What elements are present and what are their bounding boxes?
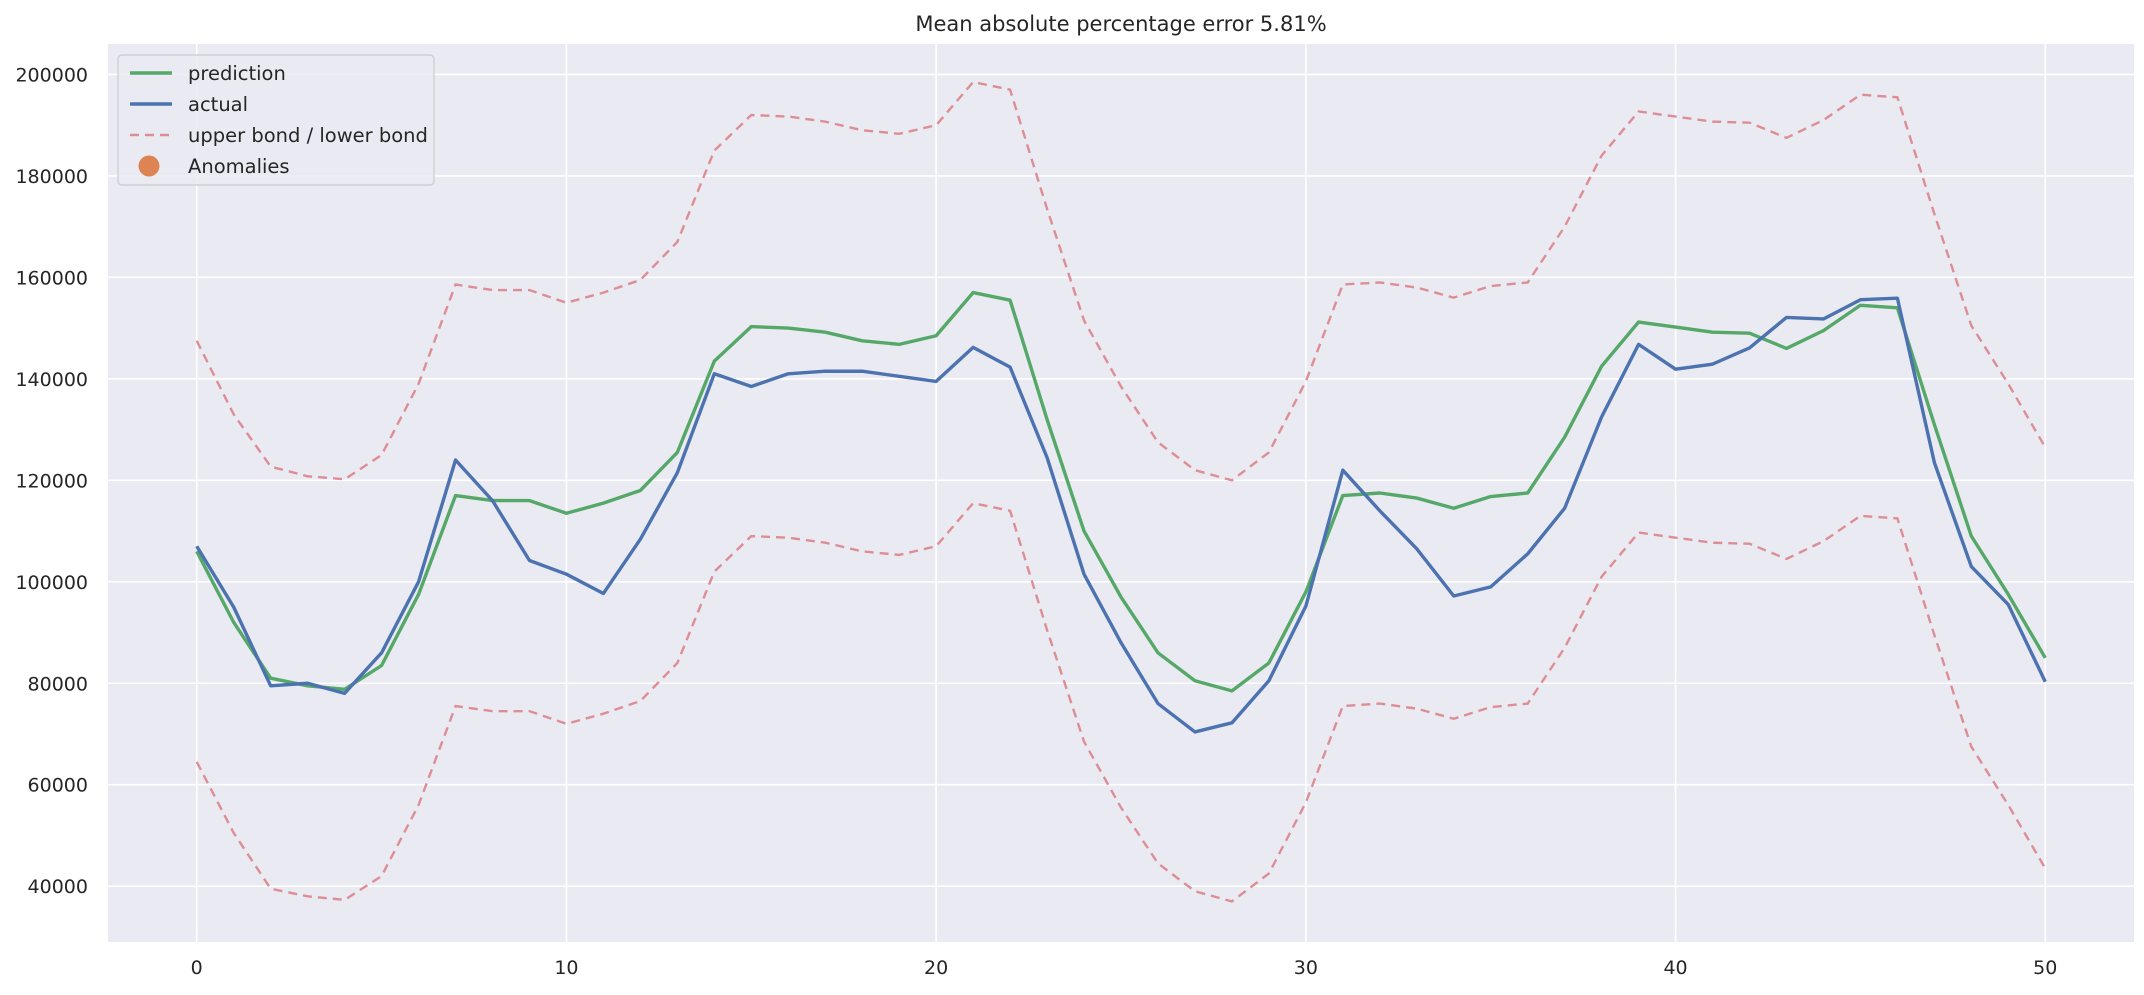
legend-swatch-anomalies	[138, 155, 160, 177]
legend-label-upper-bond-lower-bond: upper bond / lower bond	[188, 124, 428, 147]
legend: prediction actual upper bond / lower bond A…	[117, 54, 435, 186]
y-tick-label: 60000	[28, 775, 88, 797]
lower-bond-line	[195, 501, 2047, 903]
legend-box	[117, 54, 435, 186]
legend-label-prediction: prediction	[188, 62, 286, 85]
y-tick-label: 180000	[15, 166, 88, 188]
x-axis: 0 10 20 30 40 50	[191, 957, 2058, 979]
y-tick-label: 160000	[15, 267, 88, 289]
y-tick-label: 100000	[15, 572, 88, 594]
x-tick-label: 30	[1294, 957, 1318, 979]
x-tick-label: 20	[924, 957, 948, 979]
grid-lines	[108, 44, 2134, 942]
chart-title: Mean absolute percentage error 5.81%	[915, 12, 1326, 36]
bound-series	[195, 80, 2047, 903]
x-tick-label: 40	[1663, 957, 1687, 979]
line-series	[195, 290, 2047, 734]
y-axis: 40000 60000 80000 100000 120000 140000 160000 1…	[15, 64, 88, 898]
x-tick-label: 10	[554, 957, 578, 979]
upper-bond-line	[195, 80, 2047, 482]
y-tick-label: 200000	[15, 64, 88, 86]
y-tick-label: 40000	[28, 876, 88, 898]
legend-label-anomalies: Anomalies	[188, 155, 290, 178]
x-tick-label: 0	[191, 957, 203, 979]
actual-line	[195, 296, 2047, 734]
prediction-line	[195, 290, 2047, 693]
y-tick-label: 80000	[28, 673, 88, 695]
legend-label-actual: actual	[188, 93, 248, 116]
y-tick-label: 140000	[15, 369, 88, 391]
y-tick-label: 120000	[15, 470, 88, 492]
x-tick-label: 50	[2033, 957, 2057, 979]
